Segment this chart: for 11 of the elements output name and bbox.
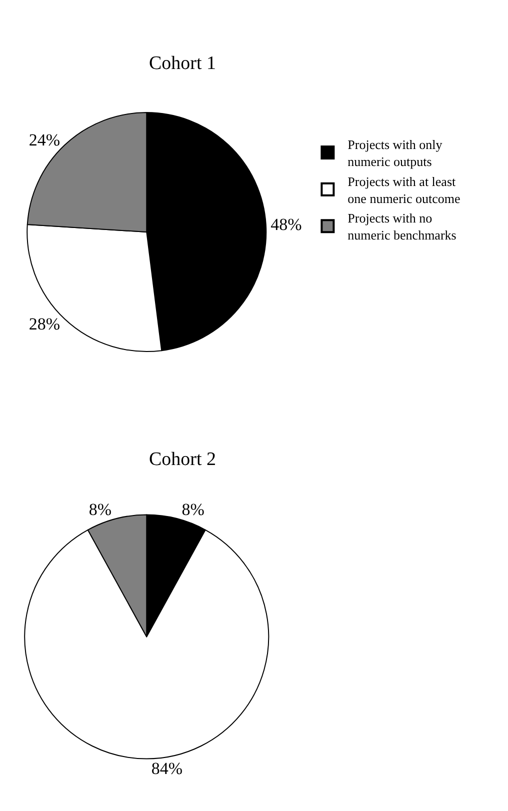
data-label: 8% xyxy=(182,500,204,520)
data-label: 24% xyxy=(28,130,60,150)
legend-label: Projects with no numeric benchmarks xyxy=(348,210,456,243)
legend-label: Projects with at least one numeric outcome xyxy=(348,174,461,206)
data-label: 84% xyxy=(151,758,183,778)
chart-title: Cohort 1 xyxy=(149,53,216,74)
chart-title: Cohort 2 xyxy=(149,449,216,470)
legend-label: Projects with only numeric outputs xyxy=(348,137,443,170)
data-label: 28% xyxy=(28,314,60,334)
data-label: 48% xyxy=(270,214,302,234)
data-label: 8% xyxy=(88,500,112,520)
